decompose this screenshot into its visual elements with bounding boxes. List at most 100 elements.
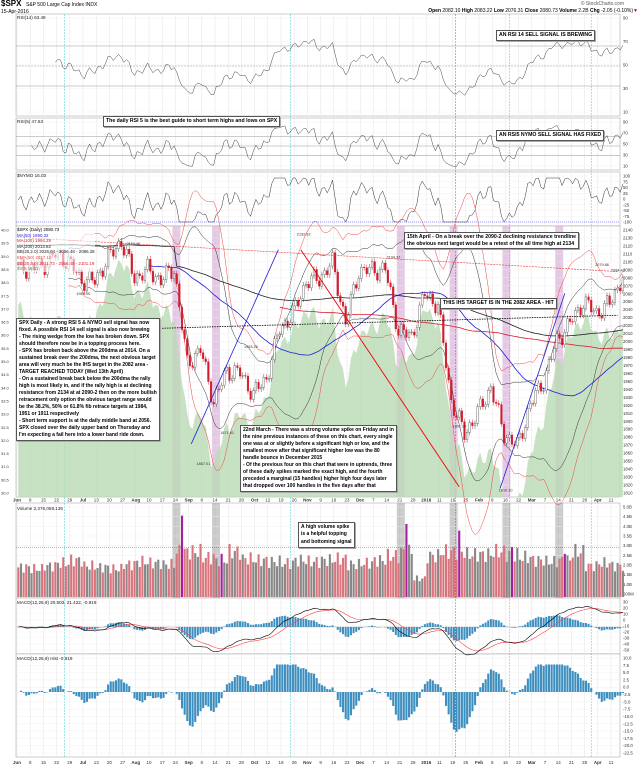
candle bbox=[405, 329, 408, 338]
bb3-lower bbox=[68, 284, 624, 535]
macd-hist-bar bbox=[518, 689, 521, 692]
macd-histogram-bar bbox=[310, 620, 313, 627]
macd-hist-bar bbox=[289, 665, 292, 692]
legend-entry: MA(200) 2014.62 bbox=[17, 243, 51, 249]
y-tick-label: 25 bbox=[623, 191, 628, 196]
x-tick-label: 16 bbox=[331, 498, 337, 503]
macd-histogram-bar bbox=[180, 627, 183, 633]
macd-hist-bar bbox=[328, 689, 331, 692]
y-tick-label: -100 bbox=[623, 220, 632, 225]
volume-bar bbox=[178, 544, 181, 597]
legend-entry: $SPX (Daily) 2080.73 bbox=[17, 227, 60, 232]
rising-trendline bbox=[190, 249, 279, 445]
x-tick-label: 27 bbox=[120, 498, 126, 503]
macd-histogram-bar bbox=[128, 624, 131, 627]
macd-hist-bar bbox=[91, 692, 94, 699]
macd-hist-bar bbox=[67, 691, 70, 692]
spike-band bbox=[502, 503, 511, 598]
volume-bar bbox=[186, 548, 189, 597]
price-label: 2132.82 bbox=[297, 233, 311, 237]
macd-hist-bar bbox=[331, 687, 334, 692]
macd-hist-bar bbox=[545, 664, 548, 692]
macd-histogram-bar bbox=[526, 622, 529, 627]
candle bbox=[563, 332, 566, 345]
macd-hist-bar bbox=[460, 692, 463, 728]
y-tick-label: 1890 bbox=[623, 427, 633, 432]
macd-histogram-bar bbox=[109, 623, 112, 627]
macd-histogram-bar bbox=[257, 624, 260, 627]
x-tick-label: 21 bbox=[397, 760, 403, 765]
note-line: handle bounce in December 2015 bbox=[243, 455, 323, 461]
volume-bar bbox=[62, 557, 65, 597]
macd-histogram-bar bbox=[133, 627, 136, 630]
macd-hist-bar bbox=[252, 685, 255, 692]
volume-bar bbox=[513, 561, 516, 597]
volume-bar bbox=[603, 557, 606, 597]
macd-histogram-bar bbox=[199, 627, 202, 634]
macd-hist-bar bbox=[254, 684, 257, 692]
x-tick-label: 22 bbox=[516, 498, 522, 503]
rsi5-line bbox=[31, 125, 624, 167]
volume-bar bbox=[157, 559, 160, 597]
volume-bar bbox=[460, 551, 463, 597]
y-tick-label: -17.5 bbox=[623, 736, 633, 741]
volume-bar bbox=[215, 558, 218, 597]
march-volume-note: 22nd March - There was a strong volume s… bbox=[240, 425, 397, 492]
price-legend: $SPX (Daily) 2080.73 MA(50) 1990.32 MA(100… bbox=[17, 227, 95, 272]
macd-hist-bar bbox=[228, 682, 231, 692]
macd-hist-bar bbox=[302, 668, 305, 692]
x-tick-label: Apr bbox=[594, 760, 602, 765]
volume-bar bbox=[521, 560, 524, 597]
volume-bar bbox=[231, 558, 234, 597]
macd-signal-line bbox=[18, 608, 623, 652]
macd-hist-bar bbox=[273, 668, 276, 692]
bb-upper bbox=[68, 226, 624, 386]
macd-hist-bar bbox=[334, 691, 337, 692]
note-line: TARGET REACHED TODAY (Wed 13th April) bbox=[19, 369, 123, 375]
macd-histogram-bar bbox=[283, 615, 286, 627]
x-tick-label: 7 bbox=[372, 760, 375, 765]
volume-bar bbox=[532, 555, 535, 597]
volume-bar bbox=[144, 564, 147, 597]
volume-bar bbox=[397, 563, 400, 597]
macd-histogram-bar bbox=[289, 617, 292, 627]
x-tick-label: Jul bbox=[80, 498, 87, 503]
macd-histogram-bar bbox=[553, 615, 556, 627]
macd-histogram-bar bbox=[616, 627, 619, 629]
macd-histogram-bar bbox=[331, 625, 334, 627]
x-tick-label: 14 bbox=[384, 760, 390, 765]
macd-hist-bar bbox=[349, 692, 353, 716]
candle bbox=[262, 377, 265, 388]
volume-bar bbox=[27, 566, 30, 597]
note-line: 22nd March - There was a strong volume s… bbox=[243, 427, 394, 433]
macd-histogram-bar bbox=[297, 618, 300, 627]
candle bbox=[431, 293, 434, 304]
macd-hist-bar bbox=[500, 679, 503, 692]
macd-histogram-bar bbox=[368, 626, 371, 627]
macd-histogram-bar bbox=[270, 621, 273, 627]
macd-hist-bar bbox=[558, 664, 561, 692]
macd-histogram-bar bbox=[431, 622, 434, 627]
candle bbox=[571, 321, 574, 323]
candle bbox=[590, 300, 593, 313]
volume-bar bbox=[276, 566, 279, 597]
volume-bar bbox=[19, 563, 23, 597]
volume-bar bbox=[545, 555, 548, 597]
macd-hist-bar bbox=[268, 679, 271, 692]
macd-hist-bar bbox=[611, 692, 614, 700]
macd-hist-bar bbox=[204, 692, 207, 706]
candle bbox=[537, 382, 540, 391]
macd-hist-bar bbox=[199, 692, 202, 712]
macd-histogram-bar bbox=[268, 622, 271, 627]
y-tick-label: -50 bbox=[623, 208, 630, 213]
volume-bar bbox=[175, 553, 178, 597]
candle bbox=[545, 370, 548, 391]
macd-histogram-bar bbox=[196, 627, 199, 636]
y-tick-label: 2020 bbox=[623, 323, 633, 328]
volume-bar bbox=[392, 556, 395, 597]
macd-histogram-bar bbox=[550, 615, 553, 627]
volume-bar bbox=[429, 551, 432, 597]
y-tick-label: 3.5B bbox=[623, 534, 632, 539]
legend-entry: BB(20,2.0) 2026.64 - 2056.48 - 2086.28 bbox=[17, 249, 95, 255]
y-tick-label: 10.0 bbox=[623, 656, 632, 661]
